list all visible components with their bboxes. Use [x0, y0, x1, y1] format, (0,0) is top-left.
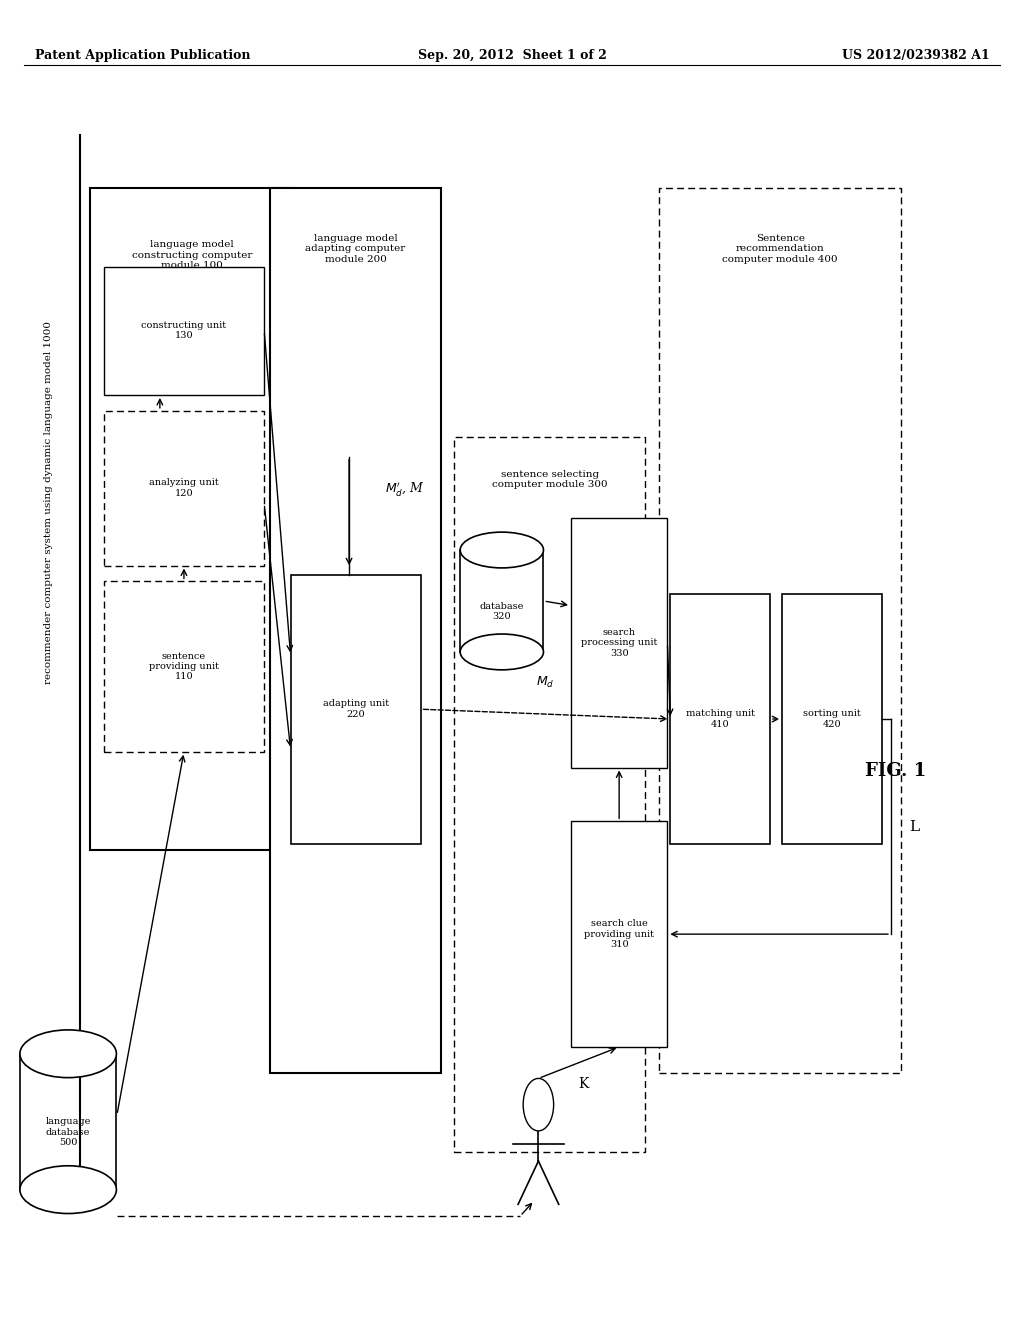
- Ellipse shape: [19, 1030, 117, 1077]
- Ellipse shape: [523, 1078, 554, 1131]
- Text: sorting unit
420: sorting unit 420: [803, 709, 861, 729]
- Text: search
processing unit
330: search processing unit 330: [581, 628, 657, 657]
- Text: K: K: [579, 1077, 589, 1090]
- FancyBboxPatch shape: [671, 594, 770, 843]
- FancyBboxPatch shape: [659, 187, 901, 1073]
- Text: sentence
providing unit
110: sentence providing unit 110: [148, 652, 219, 681]
- Text: language model
constructing computer
module 100: language model constructing computer mod…: [132, 240, 252, 271]
- Text: adapting unit
220: adapting unit 220: [323, 700, 389, 719]
- Ellipse shape: [19, 1166, 117, 1213]
- FancyBboxPatch shape: [571, 519, 668, 767]
- FancyBboxPatch shape: [90, 187, 294, 850]
- FancyBboxPatch shape: [103, 581, 264, 752]
- Text: recommender computer system using dynamic language model 1000: recommender computer system using dynami…: [44, 321, 53, 684]
- Text: $M_d'$, M: $M_d'$, M: [385, 480, 425, 499]
- FancyBboxPatch shape: [270, 187, 441, 1073]
- Text: language model
adapting computer
module 200: language model adapting computer module …: [305, 234, 406, 264]
- Text: L: L: [909, 820, 920, 834]
- Text: matching unit
410: matching unit 410: [686, 709, 755, 729]
- Text: constructing unit
130: constructing unit 130: [141, 321, 226, 341]
- FancyBboxPatch shape: [291, 574, 421, 843]
- Text: Patent Application Publication: Patent Application Publication: [35, 49, 250, 62]
- Text: language
database
500: language database 500: [45, 1117, 91, 1147]
- Text: analyzing unit
120: analyzing unit 120: [150, 478, 219, 498]
- FancyBboxPatch shape: [454, 437, 645, 1152]
- Ellipse shape: [460, 634, 544, 669]
- Text: database
320: database 320: [479, 602, 524, 622]
- Text: Sentence
recommendation
computer module 400: Sentence recommendation computer module …: [722, 234, 838, 264]
- Text: $M_d$: $M_d$: [537, 675, 555, 690]
- Text: sentence selecting
computer module 300: sentence selecting computer module 300: [492, 470, 607, 490]
- FancyBboxPatch shape: [103, 267, 264, 395]
- FancyBboxPatch shape: [103, 411, 264, 565]
- FancyBboxPatch shape: [571, 821, 668, 1047]
- Text: search clue
providing unit
310: search clue providing unit 310: [584, 919, 654, 949]
- Text: FIG. 1: FIG. 1: [865, 763, 927, 780]
- Text: Sep. 20, 2012  Sheet 1 of 2: Sep. 20, 2012 Sheet 1 of 2: [418, 49, 606, 62]
- Text: US 2012/0239382 A1: US 2012/0239382 A1: [842, 49, 989, 62]
- Ellipse shape: [460, 532, 544, 568]
- FancyBboxPatch shape: [782, 594, 882, 843]
